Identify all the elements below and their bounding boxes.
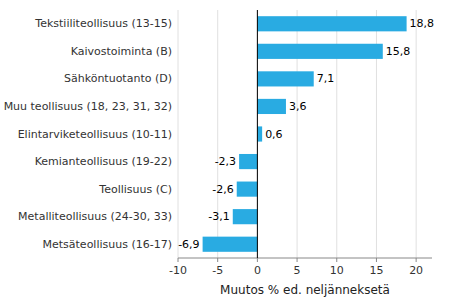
- bar: [257, 71, 313, 86]
- tick-label: 10: [330, 264, 344, 277]
- category-label: Elintarviketeollisuus (10-11): [18, 128, 172, 141]
- tick-label: -10: [169, 264, 187, 277]
- tick-label: 20: [409, 264, 423, 277]
- tick-mark: [416, 258, 417, 262]
- data-label: 15,8: [386, 45, 411, 58]
- axis-line: [178, 258, 432, 259]
- tick-label: 0: [254, 264, 261, 277]
- data-label: -2,6: [212, 183, 233, 196]
- bar: [233, 209, 258, 224]
- data-label: 7,1: [317, 72, 335, 85]
- tick-label: -5: [212, 264, 223, 277]
- bar: [257, 16, 406, 31]
- tick-mark: [178, 258, 179, 262]
- grid-line: [178, 10, 179, 258]
- data-label: 18,8: [410, 17, 435, 30]
- tick-label: 15: [369, 264, 383, 277]
- tick-mark: [217, 258, 218, 262]
- category-label: Kemianteollisuus (19-22): [35, 155, 172, 168]
- category-label: Metsäteollisuus (16-17): [43, 238, 172, 251]
- chart: -10 -5 0 5 10 15 20 Metsäteollisuus (16-17) Meta…: [0, 0, 454, 302]
- grid: [178, 10, 416, 258]
- y-axis: Metsäteollisuus (16-17) Metalliteollisuus…: [4, 17, 172, 250]
- data-labels: -6,9 -3,1 -2,6 -2,3 0,6 3,6 7,1 15,8 18,8: [178, 17, 434, 250]
- category-label: Metalliteollisuus (24-30, 33): [18, 210, 172, 223]
- category-label: Teollisuus (C): [98, 183, 172, 196]
- bar: [237, 182, 258, 197]
- tick-mark: [257, 258, 258, 262]
- data-label: -2,3: [215, 155, 236, 168]
- category-label: Muu teollisuus (18, 23, 31, 32): [4, 100, 172, 113]
- category-label: Sähköntuotanto (D): [64, 72, 172, 85]
- tick-label: 5: [294, 264, 301, 277]
- bar: [257, 44, 382, 59]
- bar: [203, 237, 258, 252]
- data-label: 0,6: [265, 128, 283, 141]
- chart-container: -10 -5 0 5 10 15 20 Metsäteollisuus (16-17) Meta…: [0, 0, 454, 302]
- tick-mark: [376, 258, 377, 262]
- grid-line: [257, 10, 258, 258]
- grid-line: [416, 10, 417, 258]
- data-label: -6,9: [178, 238, 199, 251]
- bar: [239, 154, 257, 169]
- category-label: Kaivostoiminta (B): [71, 45, 172, 58]
- data-label: 3,6: [289, 100, 307, 113]
- tick-mark: [336, 258, 337, 262]
- x-axis-label: Muutos % ed. neljänneksetä: [220, 283, 390, 297]
- bar: [257, 126, 262, 141]
- category-label: Tekstiiliteollisuus (13-15): [34, 17, 172, 30]
- zero-line: [257, 10, 258, 258]
- tick-mark: [297, 258, 298, 262]
- bars: [203, 16, 407, 252]
- data-label: -3,1: [208, 210, 229, 223]
- x-axis: -10 -5 0 5 10 15 20: [169, 258, 432, 277]
- bar: [257, 99, 286, 114]
